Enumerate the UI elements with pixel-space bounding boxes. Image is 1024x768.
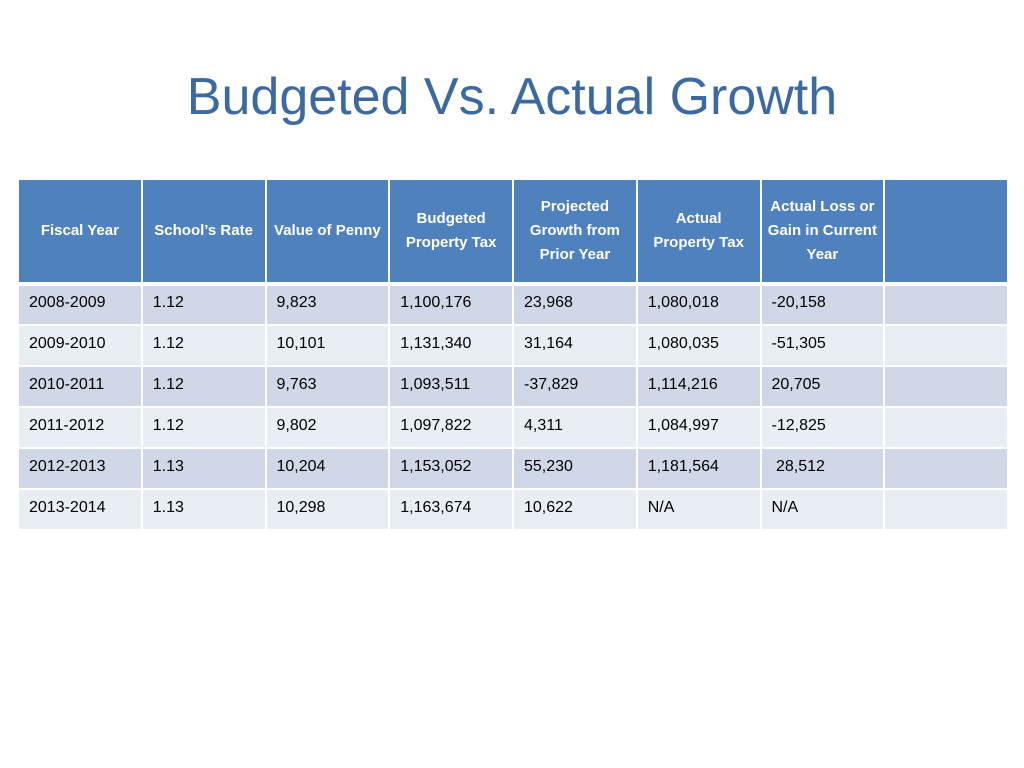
slide-title: Budgeted Vs. Actual Growth (186, 68, 838, 126)
header-actual-loss-or-gain: Actual Loss or Gain in Current Year (759, 178, 886, 286)
cell-actual-loss-or-gain: 28,512 (759, 447, 886, 490)
table-row: 2010-2011 1.12 9,763 1,093,511 -37,829 1… (17, 365, 1009, 408)
cell-schools-rate: 1.13 (140, 447, 267, 490)
cell-value-of-penny: 10,204 (264, 447, 391, 490)
cell-empty (883, 406, 1009, 449)
cell-projected-growth: 10,622 (512, 488, 638, 531)
header-empty (883, 178, 1009, 286)
cell-budgeted-property-tax: 1,097,822 (388, 406, 514, 449)
table-row: 2009-2010 1.12 10,101 1,131,340 31,164 1… (17, 324, 1009, 367)
cell-value-of-penny: 10,298 (264, 488, 391, 531)
header-value-of-penny: Value of Penny (264, 178, 391, 286)
cell-actual-property-tax: 1,114,216 (635, 365, 762, 408)
cell-projected-growth: 4,311 (512, 406, 638, 449)
cell-schools-rate: 1.12 (140, 324, 267, 367)
cell-actual-property-tax: 1,084,997 (635, 406, 762, 449)
cell-empty (883, 447, 1009, 490)
cell-schools-rate: 1.13 (140, 488, 267, 531)
cell-fiscal-year: 2012-2013 (17, 447, 143, 490)
cell-fiscal-year: 2013-2014 (17, 488, 143, 531)
cell-fiscal-year: 2009-2010 (17, 324, 143, 367)
header-actual-property-tax: Actual Property Tax (635, 178, 762, 286)
table-row: 2008-2009 1.12 9,823 1,100,176 23,968 1,… (17, 283, 1009, 326)
table-body: 2008-2009 1.12 9,823 1,100,176 23,968 1,… (17, 283, 1009, 531)
cell-actual-loss-or-gain: -51,305 (759, 324, 886, 367)
cell-projected-growth: 31,164 (512, 324, 638, 367)
cell-actual-loss-or-gain: 20,705 (759, 365, 886, 408)
cell-actual-loss-or-gain: N/A (759, 488, 886, 531)
table-header: Fiscal Year School’s Rate Value of Penny… (17, 178, 1009, 286)
cell-budgeted-property-tax: 1,093,511 (388, 365, 514, 408)
cell-budgeted-property-tax: 1,131,340 (388, 324, 514, 367)
cell-fiscal-year: 2011-2012 (17, 406, 143, 449)
cell-budgeted-property-tax: 1,153,052 (388, 447, 514, 490)
table-row: 2012-2013 1.13 10,204 1,153,052 55,230 1… (17, 447, 1009, 490)
header-budgeted-property-tax: Budgeted Property Tax (388, 178, 514, 286)
table-row: 2011-2012 1.12 9,802 1,097,822 4,311 1,0… (17, 406, 1009, 449)
cell-value-of-penny: 9,802 (264, 406, 391, 449)
header-row: Fiscal Year School’s Rate Value of Penny… (17, 178, 1009, 286)
header-projected-growth: Projected Growth from Prior Year (512, 178, 638, 286)
cell-fiscal-year: 2010-2011 (17, 365, 143, 408)
cell-value-of-penny: 9,763 (264, 365, 391, 408)
cell-schools-rate: 1.12 (140, 406, 267, 449)
cell-empty (883, 488, 1009, 531)
cell-empty (883, 324, 1009, 367)
cell-budgeted-property-tax: 1,163,674 (388, 488, 514, 531)
cell-actual-property-tax: 1,181,564 (635, 447, 762, 490)
cell-actual-property-tax: 1,080,018 (635, 283, 762, 326)
header-schools-rate: School’s Rate (140, 178, 267, 286)
cell-schools-rate: 1.12 (140, 365, 267, 408)
cell-value-of-penny: 10,101 (264, 324, 391, 367)
cell-budgeted-property-tax: 1,100,176 (388, 283, 514, 326)
cell-projected-growth: -37,829 (512, 365, 638, 408)
cell-empty (883, 365, 1009, 408)
cell-actual-loss-or-gain: -12,825 (759, 406, 886, 449)
cell-projected-growth: 55,230 (512, 447, 638, 490)
cell-projected-growth: 23,968 (512, 283, 638, 326)
growth-table: Fiscal Year School’s Rate Value of Penny… (17, 178, 1009, 531)
cell-value-of-penny: 9,823 (264, 283, 391, 326)
cell-fiscal-year: 2008-2009 (17, 283, 143, 326)
table-row: 2013-2014 1.13 10,298 1,163,674 10,622 N… (17, 488, 1009, 531)
header-fiscal-year: Fiscal Year (17, 178, 143, 286)
cell-actual-property-tax: N/A (635, 488, 762, 531)
cell-actual-loss-or-gain: -20,158 (759, 283, 886, 326)
cell-actual-property-tax: 1,080,035 (635, 324, 762, 367)
cell-empty (883, 283, 1009, 326)
cell-schools-rate: 1.12 (140, 283, 267, 326)
